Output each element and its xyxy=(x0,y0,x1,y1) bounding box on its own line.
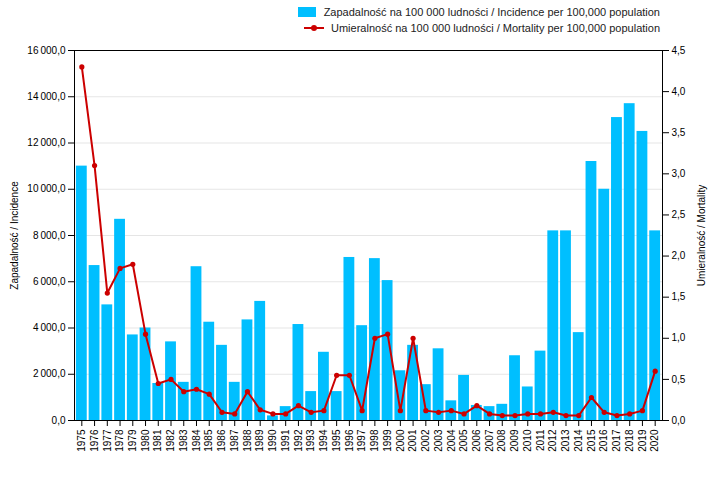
svg-text:1997: 1997 xyxy=(356,429,367,452)
svg-text:3,5: 3,5 xyxy=(672,127,686,138)
svg-text:1980: 1980 xyxy=(140,429,151,452)
svg-text:1993: 1993 xyxy=(305,429,316,452)
svg-text:2005: 2005 xyxy=(458,429,469,452)
svg-text:1988: 1988 xyxy=(242,429,253,452)
svg-text:12 000,0: 12 000,0 xyxy=(27,137,66,148)
svg-text:4 000,0: 4 000,0 xyxy=(33,322,66,333)
svg-text:1984: 1984 xyxy=(191,429,202,452)
svg-text:1990: 1990 xyxy=(267,429,278,452)
svg-text:4,0: 4,0 xyxy=(672,86,686,97)
svg-text:Zapadalność / Incidence: Zapadalność / Incidence xyxy=(9,181,20,290)
svg-text:1981: 1981 xyxy=(152,429,163,452)
svg-text:2001: 2001 xyxy=(407,429,418,452)
svg-text:1978: 1978 xyxy=(114,429,125,452)
svg-text:2008: 2008 xyxy=(496,429,507,452)
svg-text:2011: 2011 xyxy=(535,429,546,451)
svg-text:2000: 2000 xyxy=(395,429,406,452)
svg-text:1985: 1985 xyxy=(203,429,214,452)
svg-text:2017: 2017 xyxy=(611,429,622,452)
svg-text:8 000,0: 8 000,0 xyxy=(33,230,66,241)
svg-text:2002: 2002 xyxy=(420,429,431,452)
svg-text:Umieralność / Mortality: Umieralność / Mortality xyxy=(696,185,707,287)
svg-text:1986: 1986 xyxy=(216,429,227,452)
svg-text:6 000,0: 6 000,0 xyxy=(33,276,66,287)
html-text:Umieralność na 100 000 ludnośc: Umieralność na 100 000 ludności / Mortal… xyxy=(331,22,660,34)
svg-text:2010: 2010 xyxy=(522,429,533,452)
svg-text:2007: 2007 xyxy=(484,429,495,452)
svg-text:2,0: 2,0 xyxy=(672,250,686,261)
svg-text:1998: 1998 xyxy=(369,429,380,452)
svg-text:2006: 2006 xyxy=(471,429,482,452)
svg-text:1979: 1979 xyxy=(127,429,138,452)
svg-text:16 000,0: 16 000,0 xyxy=(27,45,66,56)
svg-text:1989: 1989 xyxy=(254,429,265,452)
svg-text:2,5: 2,5 xyxy=(672,209,686,220)
svg-text:1999: 1999 xyxy=(382,429,393,452)
svg-text:4,5: 4,5 xyxy=(672,45,686,56)
svg-text:2020: 2020 xyxy=(649,429,660,452)
svg-text:2013: 2013 xyxy=(560,429,571,452)
svg-text:2003: 2003 xyxy=(433,429,444,452)
svg-text:1983: 1983 xyxy=(178,429,189,452)
svg-text:2004: 2004 xyxy=(446,429,457,452)
svg-text:1992: 1992 xyxy=(293,429,304,452)
svg-text:2015: 2015 xyxy=(586,429,597,452)
html-text:Zapadalność na 100 000 ludnośc: Zapadalność na 100 000 ludności / Incide… xyxy=(323,6,660,18)
svg-text:1,5: 1,5 xyxy=(672,291,686,302)
svg-text:0,0: 0,0 xyxy=(52,415,66,426)
svg-text:14 000,0: 14 000,0 xyxy=(27,91,66,102)
svg-text:1975: 1975 xyxy=(76,429,87,452)
svg-text:0,5: 0,5 xyxy=(672,374,686,385)
svg-text:10 000,0: 10 000,0 xyxy=(27,183,66,194)
svg-text:1982: 1982 xyxy=(165,429,176,452)
svg-text:1976: 1976 xyxy=(89,429,100,452)
svg-text:3,0: 3,0 xyxy=(672,168,686,179)
svg-text:1,0: 1,0 xyxy=(672,332,686,343)
svg-text:2016: 2016 xyxy=(598,429,609,452)
svg-text:1991: 1991 xyxy=(280,429,291,452)
svg-text:2012: 2012 xyxy=(547,429,558,452)
svg-text:2019: 2019 xyxy=(637,429,648,452)
svg-text:2009: 2009 xyxy=(509,429,520,452)
svg-text:2018: 2018 xyxy=(624,429,635,452)
svg-text:2 000,0: 2 000,0 xyxy=(33,368,66,379)
svg-text:1977: 1977 xyxy=(102,429,113,452)
svg-text:0,0: 0,0 xyxy=(672,415,686,426)
svg-text:1996: 1996 xyxy=(344,429,355,452)
svg-text:1994: 1994 xyxy=(318,429,329,452)
svg-text:1995: 1995 xyxy=(331,429,342,452)
svg-text:2014: 2014 xyxy=(573,429,584,452)
svg-text:1987: 1987 xyxy=(229,429,240,452)
